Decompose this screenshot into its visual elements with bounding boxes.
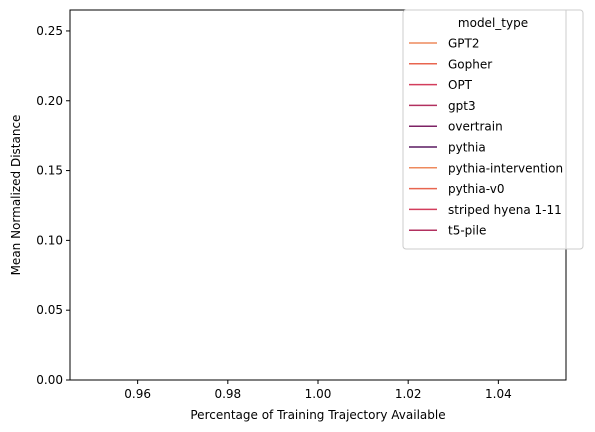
y-tick-label: 0.15	[36, 164, 63, 178]
legend: model_type GPT2 Gopher OPT gpt3 overtrain pyt…	[402, 9, 584, 250]
y-tick-label: 0.20	[36, 94, 63, 108]
legend-label: striped hyena 1-11	[448, 203, 562, 217]
x-tick-label: 1.02	[395, 387, 422, 401]
x-tick-label: 1.04	[485, 387, 512, 401]
legend-frame	[402, 9, 584, 250]
y-axis: 0.00 0.05 0.10 0.15 0.20 0.25	[36, 24, 70, 387]
y-axis-title: Mean Normalized Distance	[9, 115, 23, 276]
legend-title: model_type	[458, 16, 528, 30]
x-tick-label: 0.98	[214, 387, 241, 401]
y-tick-label: 0.10	[36, 233, 63, 247]
legend-label: Gopher	[448, 57, 492, 71]
legend-label: pythia	[448, 141, 486, 155]
legend-label: overtrain	[448, 120, 503, 134]
legend-label: pythia-v0	[448, 182, 504, 196]
x-axis: 0.96 0.98 1.00 1.02 1.04	[124, 380, 512, 401]
x-tick-label: 1.00	[305, 387, 332, 401]
legend-items: GPT2 Gopher OPT gpt3 overtrain pythia pythia-i…	[409, 37, 563, 238]
x-axis-title: Percentage of Training Trajectory Availa…	[190, 408, 445, 422]
legend-label: gpt3	[448, 99, 476, 113]
legend-label: OPT	[448, 78, 473, 92]
legend-label: t5-pile	[448, 224, 486, 238]
x-tick-label: 0.96	[124, 387, 151, 401]
legend-label: GPT2	[448, 37, 480, 51]
y-tick-label: 0.05	[36, 303, 63, 317]
legend-label: pythia-intervention	[448, 161, 563, 175]
y-tick-label: 0.00	[36, 373, 63, 387]
y-tick-label: 0.25	[36, 24, 63, 38]
